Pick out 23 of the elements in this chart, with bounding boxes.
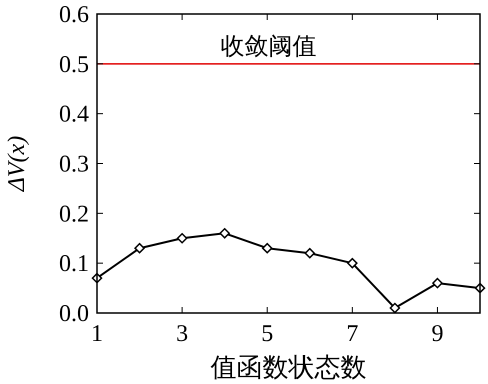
point xyxy=(347,258,358,268)
y-tick-label: 0.0 xyxy=(59,301,89,327)
ref-line-label: 收敛阈值 xyxy=(220,34,316,60)
x-tick-label: 1 xyxy=(91,321,103,347)
y-tick-label: 0.4 xyxy=(59,102,89,128)
point xyxy=(390,302,400,314)
point xyxy=(262,242,272,254)
x-tick-label: 5 xyxy=(261,321,274,347)
point xyxy=(134,242,145,254)
point xyxy=(176,233,188,244)
y-tick-label: 0.6 xyxy=(59,2,89,28)
x-tick-label: 9 xyxy=(431,321,444,347)
y-tick-label: 0.1 xyxy=(59,251,89,278)
x-tick-label: 3 xyxy=(176,321,188,347)
point xyxy=(219,228,230,239)
x-axis-title: 值函数状态数 xyxy=(210,353,366,382)
x-tick-label: 7 xyxy=(346,321,358,347)
point xyxy=(432,278,443,288)
y-axis-title: ΔV(x) xyxy=(4,136,30,192)
y-tick-label: 0.3 xyxy=(59,152,89,178)
y-tick-label: 0.5 xyxy=(59,52,89,78)
point xyxy=(304,248,316,258)
y-tick-label: 0.2 xyxy=(59,201,89,228)
